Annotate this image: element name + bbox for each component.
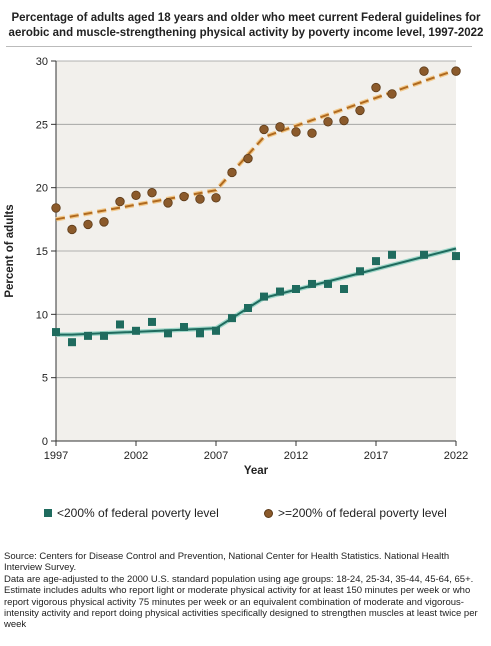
legend-label-low-income: <200% of federal poverty level bbox=[57, 506, 219, 520]
y-tick-label: 30 bbox=[36, 56, 48, 68]
data-point-low-income bbox=[68, 338, 76, 347]
data-point-high-income bbox=[371, 82, 381, 93]
data-point-high-income bbox=[211, 193, 221, 203]
grid-lines bbox=[56, 60, 456, 442]
data-point-high-income bbox=[179, 191, 189, 202]
data-point-high-income bbox=[419, 66, 429, 76]
y-tick-label: 10 bbox=[36, 309, 48, 321]
x-tick-label: 2017 bbox=[364, 450, 388, 462]
data-point-low-income bbox=[100, 331, 108, 340]
data-point-high-income bbox=[451, 66, 461, 76]
data-point-high-income bbox=[67, 224, 77, 235]
data-point-high-income bbox=[195, 194, 205, 204]
data-points bbox=[51, 66, 461, 347]
data-point-low-income bbox=[340, 285, 348, 293]
age-adjustment-note: Data are age-adjusted to the 2000 U.S. s… bbox=[4, 573, 474, 585]
data-point-low-income bbox=[212, 326, 220, 335]
chart-notes: Source: Centers for Disease Control and … bbox=[4, 551, 488, 631]
data-point-low-income bbox=[164, 329, 172, 338]
data-point-high-income bbox=[291, 127, 301, 137]
data-point-high-income bbox=[163, 198, 173, 208]
circle-marker-icon bbox=[264, 508, 273, 518]
x-tick-label: 1997 bbox=[44, 450, 68, 462]
data-point-low-income bbox=[116, 320, 124, 329]
title-divider bbox=[6, 46, 472, 47]
data-point-high-income bbox=[51, 203, 61, 213]
data-point-low-income bbox=[196, 329, 204, 338]
data-point-high-income bbox=[323, 117, 333, 127]
y-tick-label: 5 bbox=[42, 373, 48, 385]
chart-title: Percentage of adults aged 18 years and o… bbox=[8, 12, 484, 39]
data-point-high-income bbox=[339, 115, 349, 126]
y-axis-label: Percent of adults bbox=[4, 204, 16, 297]
data-point-high-income bbox=[275, 122, 285, 132]
trend-line-high-income bbox=[55, 68, 457, 221]
data-point-low-income bbox=[228, 314, 236, 323]
data-point-low-income bbox=[372, 257, 380, 266]
data-point-low-income bbox=[388, 250, 396, 259]
y-tick-label: 0 bbox=[42, 436, 48, 448]
source-note: Source: Centers for Disease Control and … bbox=[4, 551, 450, 574]
data-point-low-income bbox=[324, 279, 332, 288]
data-point-low-income bbox=[180, 323, 188, 331]
definition-note: Estimate includes adults who report ligh… bbox=[4, 585, 478, 631]
x-tick-label: 2022 bbox=[444, 450, 468, 462]
data-point-low-income bbox=[420, 250, 428, 259]
data-point-high-income bbox=[243, 153, 253, 164]
data-point-low-income bbox=[260, 292, 268, 301]
data-point-high-income bbox=[83, 219, 93, 230]
data-point-low-income bbox=[292, 285, 300, 293]
x-axis-ticks: 1997 2002 2007 2012 2017 2022 bbox=[44, 441, 468, 462]
data-point-high-income bbox=[355, 105, 365, 116]
data-point-high-income bbox=[131, 190, 141, 200]
legend-item-low-income[interactable]: <200% of federal poverty level bbox=[44, 506, 219, 520]
square-marker-icon bbox=[44, 509, 52, 517]
x-tick-label: 2012 bbox=[284, 450, 308, 462]
data-point-high-income bbox=[259, 124, 269, 135]
x-tick-label: 2007 bbox=[204, 450, 228, 462]
data-point-low-income bbox=[52, 328, 60, 337]
x-axis-label: Year bbox=[244, 465, 269, 477]
data-point-low-income bbox=[356, 267, 364, 276]
y-tick-label: 25 bbox=[36, 119, 48, 131]
data-point-high-income bbox=[307, 128, 317, 138]
data-point-low-income bbox=[452, 252, 460, 261]
data-point-high-income bbox=[99, 217, 109, 227]
legend-label-high-income: >=200% of federal poverty level bbox=[278, 506, 447, 520]
x-tick-label: 2002 bbox=[124, 450, 148, 462]
legend-item-high-income[interactable]: >=200% of federal poverty level bbox=[264, 506, 447, 520]
data-point-low-income bbox=[148, 317, 156, 326]
data-point-high-income bbox=[227, 167, 237, 178]
y-axis-ticks: 0 5 10 15 20 25 30 bbox=[36, 56, 57, 448]
data-point-low-income bbox=[132, 326, 140, 335]
y-tick-label: 20 bbox=[36, 183, 48, 195]
chart-canvas: 0 5 10 15 20 25 30 1997 2002 2007 2012 2017 2022 Ye… bbox=[4, 56, 468, 477]
data-point-low-income bbox=[244, 304, 252, 312]
y-tick-label: 15 bbox=[36, 246, 48, 258]
data-point-low-income bbox=[84, 331, 92, 340]
data-point-low-income bbox=[276, 287, 284, 296]
data-point-high-income bbox=[147, 188, 157, 198]
data-point-low-income bbox=[308, 279, 316, 288]
data-point-high-income bbox=[115, 196, 125, 207]
data-point-high-income bbox=[387, 89, 397, 99]
